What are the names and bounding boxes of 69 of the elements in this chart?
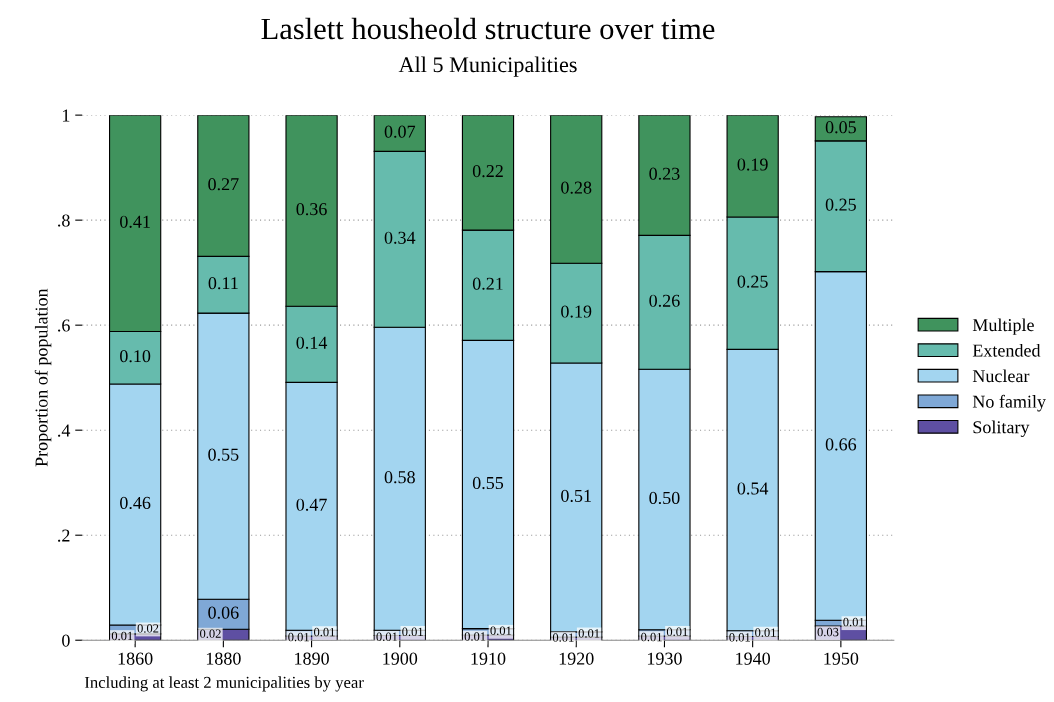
x-tick-label: 1940 bbox=[736, 652, 771, 665]
data-label: 0.01 bbox=[111, 631, 133, 641]
data-label: 0.47 bbox=[296, 498, 327, 511]
x-tick-label: 1910 bbox=[471, 652, 506, 665]
data-label: 0.28 bbox=[561, 181, 592, 194]
data-label: 0.11 bbox=[208, 277, 238, 290]
data-label: 0.19 bbox=[737, 158, 768, 171]
data-label: 0.51 bbox=[561, 489, 591, 502]
data-label: 0.07 bbox=[384, 125, 416, 138]
legend-label: Extended bbox=[972, 343, 1041, 357]
data-label: 0.01 bbox=[288, 632, 309, 642]
x-tick-label: 1890 bbox=[295, 652, 329, 665]
data-label: 0.10 bbox=[120, 350, 151, 363]
y-tick-label: .6 bbox=[58, 319, 70, 332]
data-label: 0.01 bbox=[376, 632, 398, 642]
x-tick-label: 1950 bbox=[824, 652, 859, 665]
y-tick-label: .4 bbox=[58, 424, 71, 437]
data-label: 0.55 bbox=[208, 448, 239, 461]
legend-label: No family bbox=[972, 394, 1046, 412]
data-label: 0.01 bbox=[490, 626, 512, 636]
data-label: 0.01 bbox=[464, 632, 486, 641]
x-tick-label: 1900 bbox=[383, 652, 418, 665]
data-label: 0.25 bbox=[825, 198, 856, 211]
data-label: 0.26 bbox=[649, 294, 680, 307]
x-tick-label: 1860 bbox=[118, 652, 153, 665]
data-label: 0.36 bbox=[296, 203, 327, 216]
data-label: 0.23 bbox=[649, 167, 680, 180]
data-label: 0.01 bbox=[843, 617, 864, 627]
chart-subtitle: All 5 Municipalities bbox=[398, 56, 577, 77]
data-label: 0.25 bbox=[737, 275, 768, 288]
data-label: 0.41 bbox=[120, 215, 150, 228]
data-label: 0.54 bbox=[737, 482, 769, 495]
data-label: 0.06 bbox=[208, 606, 239, 619]
data-label: 0.01 bbox=[552, 633, 574, 642]
y-tick-label: 1 bbox=[62, 109, 70, 122]
data-label: 0.02 bbox=[137, 624, 159, 633]
data-label: 0.14 bbox=[296, 336, 328, 349]
data-label: 0.01 bbox=[313, 627, 335, 637]
data-label: 0.66 bbox=[825, 438, 857, 451]
data-label: 0.50 bbox=[649, 491, 680, 505]
y-tick-label: .8 bbox=[58, 214, 70, 227]
chart-title: Laslett housheold structure over time bbox=[261, 17, 715, 40]
data-label: 0.01 bbox=[729, 633, 750, 642]
data-label: 0.22 bbox=[472, 164, 503, 178]
data-label: 0.01 bbox=[402, 627, 423, 637]
x-tick-label: 1930 bbox=[647, 652, 682, 665]
data-label: 0.01 bbox=[578, 629, 600, 638]
y-tick-label: .2 bbox=[58, 529, 70, 542]
data-label: 0.05 bbox=[825, 121, 856, 134]
data-label: 0.01 bbox=[666, 627, 688, 637]
legend-label: Multiple bbox=[972, 318, 1034, 335]
data-label: 0.34 bbox=[384, 231, 416, 244]
data-label: 0.01 bbox=[755, 628, 776, 637]
text: Including at least 2 municipalities by year bbox=[84, 676, 364, 692]
data-label: 0.19 bbox=[561, 305, 592, 318]
legend-label: Nuclear bbox=[972, 369, 1030, 383]
data-label: 0.01 bbox=[641, 632, 662, 642]
x-tick-label: 1920 bbox=[559, 652, 594, 665]
data-label: 0.46 bbox=[120, 496, 151, 510]
y-axis-title: Proportion of population bbox=[34, 288, 52, 467]
data-label: 0.55 bbox=[472, 476, 504, 490]
data-label: 0.02 bbox=[200, 629, 221, 638]
y-tick-label: 0 bbox=[62, 634, 70, 647]
data-label: 0.27 bbox=[208, 178, 239, 191]
legend-label: Solitary bbox=[973, 420, 1030, 438]
data-label: 0.58 bbox=[384, 471, 415, 484]
x-tick-label: 1880 bbox=[206, 652, 241, 665]
data-label: 0.21 bbox=[472, 277, 503, 290]
data-label: 0.03 bbox=[817, 627, 839, 637]
